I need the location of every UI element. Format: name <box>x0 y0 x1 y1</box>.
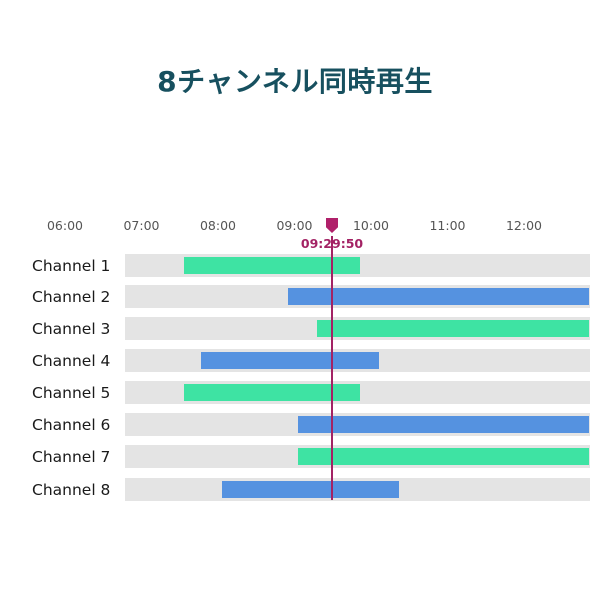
playhead-time: 09:29:50 <box>300 236 364 251</box>
playhead-marker-icon[interactable] <box>326 218 338 233</box>
channel-label: Channel 3 <box>32 320 111 338</box>
recording-segment[interactable] <box>201 352 379 369</box>
channel-track[interactable] <box>125 349 590 372</box>
recording-segment[interactable] <box>297 448 589 465</box>
channel-label: Channel 7 <box>32 448 111 466</box>
channel-track[interactable] <box>125 317 590 340</box>
recording-segment[interactable] <box>297 416 589 433</box>
channel-track[interactable] <box>125 445 590 468</box>
recording-segment[interactable] <box>183 257 360 274</box>
channel-track[interactable] <box>125 285 590 308</box>
recording-segment[interactable] <box>183 384 360 401</box>
time-tick: 07:00 <box>123 218 160 233</box>
time-tick: 08:00 <box>199 218 237 233</box>
channel-track[interactable] <box>125 254 590 277</box>
time-tick: 09:00 <box>276 218 313 233</box>
time-tick: 06:00 <box>46 218 84 233</box>
channel-label: Channel 1 <box>32 257 111 275</box>
recording-segment[interactable] <box>288 288 590 305</box>
recording-segment[interactable] <box>317 320 589 337</box>
page-title: 8チャンネル同時再生 <box>157 65 433 98</box>
channel-track[interactable] <box>125 381 590 404</box>
channel-track[interactable] <box>125 413 590 436</box>
playhead-line[interactable] <box>331 236 333 500</box>
channel-track[interactable] <box>125 478 590 501</box>
channel-label: Channel 5 <box>32 384 111 402</box>
time-tick: 10:00 <box>352 218 390 233</box>
channel-label: Channel 2 <box>32 288 111 306</box>
recording-segment[interactable] <box>221 481 400 498</box>
channel-label: Channel 6 <box>32 416 111 434</box>
channel-label: Channel 4 <box>32 352 111 370</box>
time-tick: 12:00 <box>505 218 543 233</box>
time-tick: 11:00 <box>429 218 466 233</box>
channel-label: Channel 8 <box>32 481 111 499</box>
